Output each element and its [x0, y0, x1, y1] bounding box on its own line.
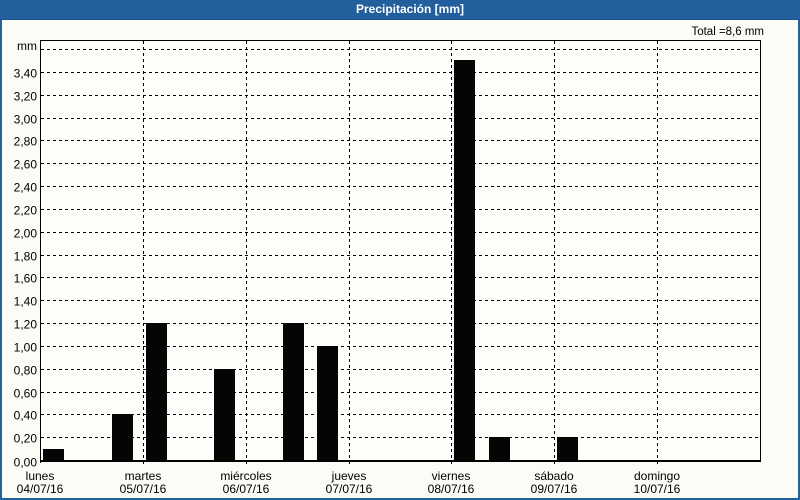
svg-text:2,20: 2,20 — [14, 204, 38, 218]
svg-text:3,20: 3,20 — [14, 90, 38, 104]
svg-text:06/07/16: 06/07/16 — [223, 482, 270, 496]
svg-text:mm: mm — [17, 39, 37, 53]
svg-text:1,60: 1,60 — [14, 272, 38, 286]
svg-text:0,00: 0,00 — [14, 456, 38, 470]
svg-text:3,40: 3,40 — [14, 67, 38, 81]
svg-text:miércoles: miércoles — [220, 469, 271, 483]
svg-text:07/07/16: 07/07/16 — [326, 482, 373, 496]
svg-text:3,00: 3,00 — [14, 113, 38, 127]
svg-text:1,40: 1,40 — [14, 295, 38, 309]
svg-text:martes: martes — [125, 469, 162, 483]
svg-text:2,60: 2,60 — [14, 158, 38, 172]
svg-text:0,80: 0,80 — [14, 364, 38, 378]
svg-text:10/07/16: 10/07/16 — [634, 482, 681, 496]
svg-text:jueves: jueves — [331, 469, 367, 483]
svg-text:2,80: 2,80 — [14, 135, 38, 149]
svg-text:08/07/16: 08/07/16 — [428, 482, 475, 496]
svg-text:1,20: 1,20 — [14, 318, 38, 332]
svg-text:2,00: 2,00 — [14, 227, 38, 241]
svg-text:0,60: 0,60 — [14, 387, 38, 401]
svg-text:1,00: 1,00 — [14, 341, 38, 355]
svg-text:Precipitación [mm]: Precipitación [mm] — [356, 2, 464, 16]
svg-text:2,40: 2,40 — [14, 181, 38, 195]
svg-text:viernes: viernes — [432, 469, 471, 483]
svg-text:0,20: 0,20 — [14, 432, 38, 446]
svg-text:domingo: domingo — [634, 469, 680, 483]
svg-text:04/07/16: 04/07/16 — [17, 482, 64, 496]
svg-text:1,80: 1,80 — [14, 250, 38, 264]
svg-text:09/07/16: 09/07/16 — [531, 482, 578, 496]
svg-text:sábado: sábado — [534, 469, 574, 483]
svg-text:0,40: 0,40 — [14, 409, 38, 423]
svg-text:Total =8,6 mm: Total =8,6 mm — [691, 26, 764, 38]
svg-text:lunes: lunes — [26, 469, 55, 483]
svg-text:05/07/16: 05/07/16 — [120, 482, 167, 496]
